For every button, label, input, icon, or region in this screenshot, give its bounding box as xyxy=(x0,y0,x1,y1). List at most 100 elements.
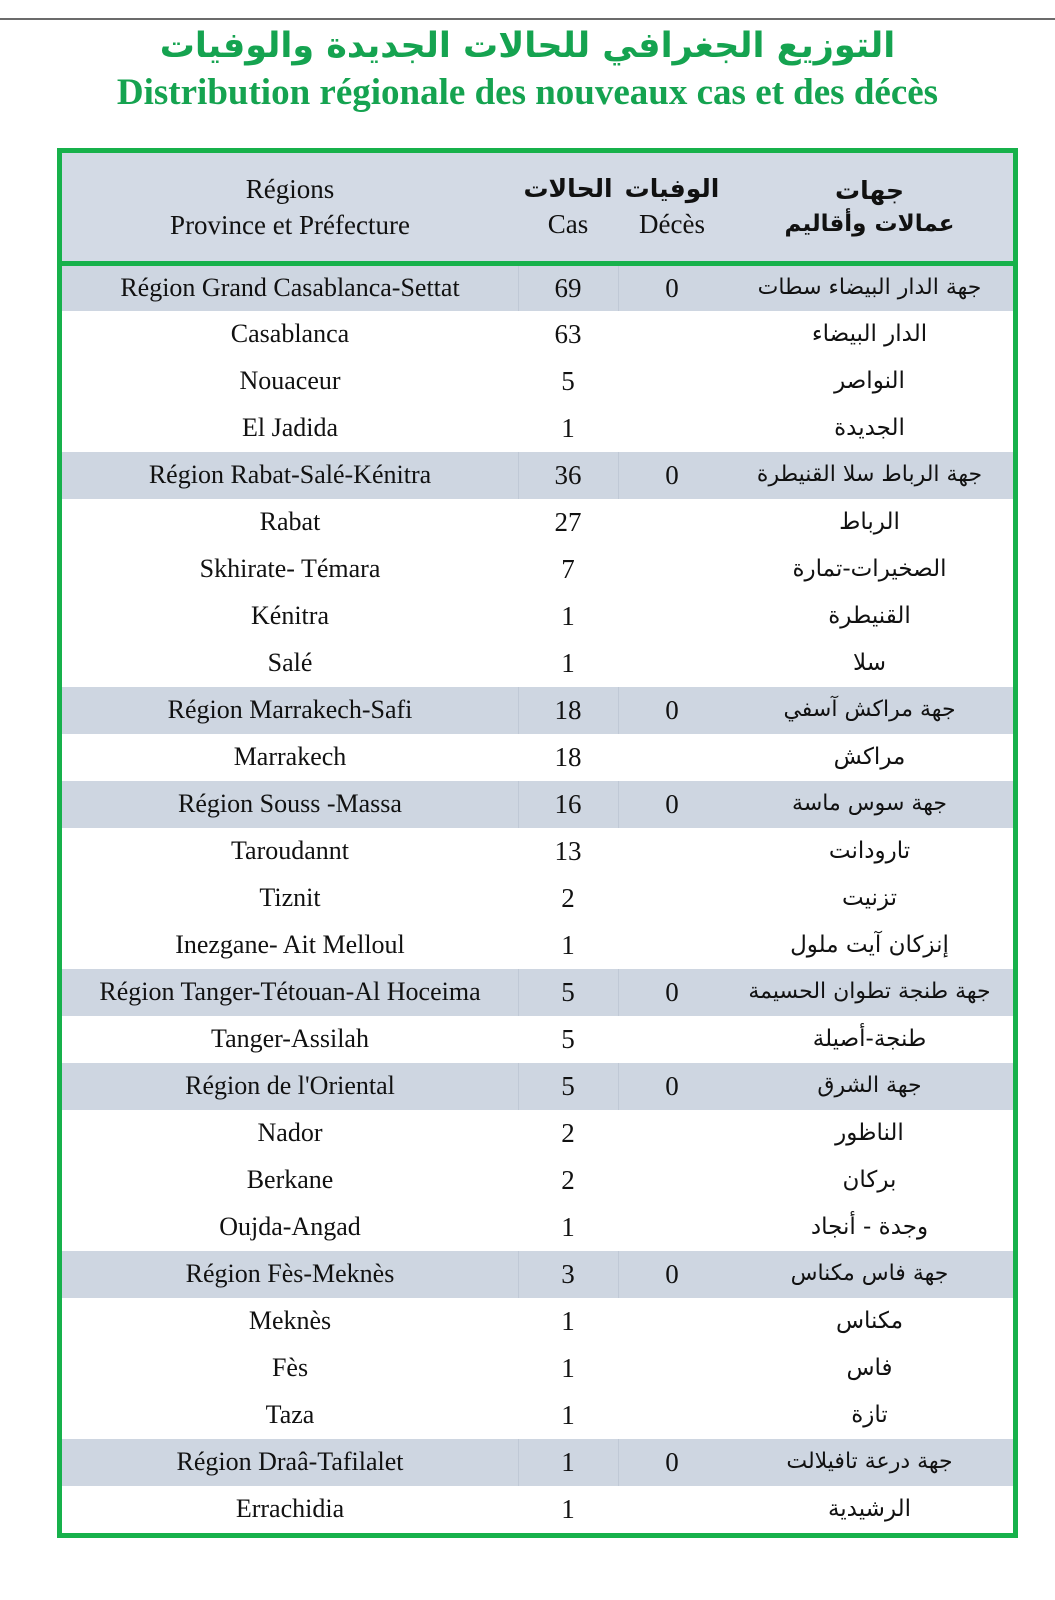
cell-cases: 1 xyxy=(518,1344,618,1392)
cell-region-name-arabic: تزنيت xyxy=(726,874,1013,922)
table-row-region: Région Souss -Massa 16 0 جهة سوس ماسة xyxy=(62,780,1013,828)
column-header-regions: Régions Province et Préfecture xyxy=(62,153,518,266)
cell-deaths xyxy=(618,592,726,640)
column-header-deaths-arabic: الوفيات xyxy=(624,174,720,203)
table-row-province: El Jadida 1 الجديدة xyxy=(62,404,1013,452)
column-header-arabic-line1: جهات xyxy=(834,176,905,205)
cell-cases: 27 xyxy=(518,498,618,546)
cell-deaths xyxy=(618,357,726,405)
table-row-province: Skhirate- Témara 7 الصخيرات-تمارة xyxy=(62,545,1013,593)
cell-region-name: Rabat xyxy=(62,498,518,546)
cell-region-name-arabic: جهة الدار البيضاء سطات xyxy=(726,263,1013,311)
cell-region-name-arabic: فاس xyxy=(726,1344,1013,1392)
page-title-arabic: التوزيع الجغرافي للحالات الجديدة والوفيا… xyxy=(159,26,896,66)
cell-cases: 1 xyxy=(518,1297,618,1345)
page-title: التوزيع الجغرافي للحالات الجديدة والوفيا… xyxy=(0,22,1055,116)
cell-region-name: Casablanca xyxy=(62,310,518,358)
cell-region-name: El Jadida xyxy=(62,404,518,452)
cell-cases: 1 xyxy=(518,639,618,687)
cell-region-name-arabic: سلا xyxy=(726,639,1013,687)
cell-deaths xyxy=(618,639,726,687)
table-body: Région Grand Casablanca-Settat 69 0 جهة الد… xyxy=(62,263,1013,1533)
cell-cases: 1 xyxy=(518,592,618,640)
cell-region-name-arabic: إنزكان آيت ملول xyxy=(726,921,1013,969)
cell-cases: 5 xyxy=(518,1015,618,1063)
cell-deaths: 0 xyxy=(618,1250,726,1298)
table-row-province: Berkane 2 بركان xyxy=(62,1156,1013,1204)
cell-region-name: Région Tanger-Tétouan-Al Hoceima xyxy=(62,968,518,1016)
table-row-province: Casablanca 63 الدار البيضاء xyxy=(62,310,1013,358)
cell-deaths: 0 xyxy=(618,1062,726,1110)
cell-cases: 1 xyxy=(518,1438,618,1486)
cell-region-name: Région Grand Casablanca-Settat xyxy=(62,263,518,311)
cell-cases: 69 xyxy=(518,263,618,311)
cell-region-name-arabic: جهة الشرق xyxy=(726,1062,1013,1110)
cell-region-name-arabic: جهة فاس مكناس xyxy=(726,1250,1013,1298)
column-header-cases: الحالات Cas xyxy=(518,153,618,266)
cell-cases: 5 xyxy=(518,968,618,1016)
cell-region-name-arabic: النواصر xyxy=(726,357,1013,405)
cell-region-name: Région de l'Oriental xyxy=(62,1062,518,1110)
cell-cases: 36 xyxy=(518,451,618,499)
top-horizontal-rule xyxy=(0,18,1055,20)
cell-region-name: Oujda-Angad xyxy=(62,1203,518,1251)
cell-deaths xyxy=(618,1156,726,1204)
table-row-region: Région Tanger-Tétouan-Al Hoceima 5 0 جهة طن… xyxy=(62,968,1013,1016)
table-row-province: Nouaceur 5 النواصر xyxy=(62,357,1013,405)
cell-region-name: Région Draâ-Tafilalet xyxy=(62,1438,518,1486)
table-row-province: Inezgane- Ait Melloul 1 إنزكان آيت ملول xyxy=(62,921,1013,969)
cell-region-name: Meknès xyxy=(62,1297,518,1345)
cell-cases: 18 xyxy=(518,733,618,781)
column-header-regions-line2: Province et Préfecture xyxy=(170,210,410,240)
cell-deaths xyxy=(618,1485,726,1533)
cell-cases: 5 xyxy=(518,1062,618,1110)
cell-region-name-arabic: طنجة-أصيلة xyxy=(726,1015,1013,1063)
cell-cases: 2 xyxy=(518,1109,618,1157)
cell-region-name-arabic: جهة الرباط سلا القنيطرة xyxy=(726,451,1013,499)
cell-cases: 13 xyxy=(518,827,618,875)
cell-region-name: Berkane xyxy=(62,1156,518,1204)
column-header-arabic-regions: جهات عمالات وأقاليم xyxy=(726,153,1013,266)
cell-region-name-arabic: الرباط xyxy=(726,498,1013,546)
table-row-province: Taza 1 تازة xyxy=(62,1391,1013,1439)
cell-region-name: Nador xyxy=(62,1109,518,1157)
cell-region-name-arabic: الجديدة xyxy=(726,404,1013,452)
cell-region-name: Inezgane- Ait Melloul xyxy=(62,921,518,969)
cell-region-name: Skhirate- Témara xyxy=(62,545,518,593)
cell-deaths xyxy=(618,1391,726,1439)
cell-deaths xyxy=(618,310,726,358)
cell-deaths xyxy=(618,1203,726,1251)
cell-cases: 3 xyxy=(518,1250,618,1298)
distribution-table: Régions Province et Préfecture الحالات C… xyxy=(62,153,1013,1533)
table-row-province: Tiznit 2 تزنيت xyxy=(62,874,1013,922)
cell-cases: 1 xyxy=(518,1485,618,1533)
cell-deaths xyxy=(618,545,726,593)
cell-region-name-arabic: جهة درعة تافيلالت xyxy=(726,1438,1013,1486)
cell-cases: 7 xyxy=(518,545,618,593)
cell-region-name-arabic: الرشيدية xyxy=(726,1485,1013,1533)
cell-deaths xyxy=(618,921,726,969)
cell-region-name-arabic: القنيطرة xyxy=(726,592,1013,640)
cell-deaths xyxy=(618,1015,726,1063)
cell-deaths: 0 xyxy=(618,780,726,828)
cell-region-name-arabic: تارودانت xyxy=(726,827,1013,875)
table-row-province: Nador 2 الناظور xyxy=(62,1109,1013,1157)
cell-deaths: 0 xyxy=(618,1438,726,1486)
cell-region-name-arabic: مراكش xyxy=(726,733,1013,781)
cell-deaths: 0 xyxy=(618,263,726,311)
cell-region-name: Taroudannt xyxy=(62,827,518,875)
column-header-arabic-line2: عمالات وأقاليم xyxy=(784,211,955,237)
table-row-province: Fès 1 فاس xyxy=(62,1344,1013,1392)
cell-region-name: Tiznit xyxy=(62,874,518,922)
cell-region-name-arabic: جهة مراكش آسفي xyxy=(726,686,1013,734)
column-header-deaths-french: Décès xyxy=(639,209,705,239)
cell-region-name-arabic: تازة xyxy=(726,1391,1013,1439)
cell-cases: 18 xyxy=(518,686,618,734)
column-header-regions-line1: Régions xyxy=(245,174,335,204)
table-header-row: Régions Province et Préfecture الحالات C… xyxy=(62,153,1013,266)
column-header-deaths: الوفيات Décès xyxy=(618,153,726,266)
cell-cases: 2 xyxy=(518,874,618,922)
cell-region-name-arabic: الصخيرات-تمارة xyxy=(726,545,1013,593)
column-header-cases-arabic: الحالات xyxy=(523,174,613,203)
cell-region-name: Région Rabat-Salé-Kénitra xyxy=(62,451,518,499)
